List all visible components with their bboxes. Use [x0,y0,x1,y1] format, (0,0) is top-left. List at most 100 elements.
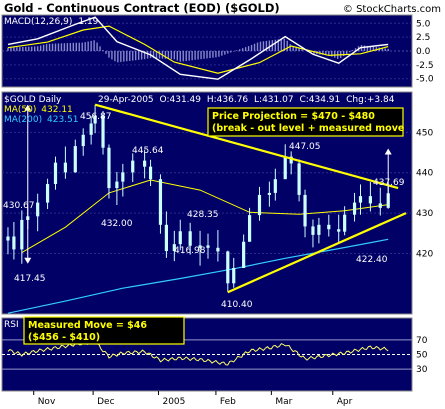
price-bar-body [143,160,147,167]
price-bar-body [63,162,67,173]
price-bar-body [289,156,293,164]
quote-high: H:436.76 [207,95,249,105]
price-bar-body [73,146,77,173]
price-bar-body [283,156,287,180]
price-bar-body [232,267,236,284]
price-bar-body [172,244,176,252]
price-bar-body [273,179,277,193]
x-axis-label: Dec [97,397,114,407]
measured-move-arrow-head-bottom [24,257,32,264]
label-432-00: 432.00 [101,219,133,229]
measured-move-line-1: Measured Move = $46 [28,320,147,331]
price-bar-body [12,236,16,250]
price-tick-label: 420 [416,249,433,259]
price-bar-body [107,147,111,189]
price-bar-body [226,251,230,284]
label-417-45: 417.45 [14,274,46,284]
price-bar-body [337,229,341,232]
price-bar-body [343,214,347,232]
macd-tick-label: 0.0 [416,47,431,57]
measured-move-arrow-head-top [24,104,32,111]
ma50-legend-label: MA(50) [4,105,36,115]
label-445-64: 445.64 [132,146,164,156]
projection-arrow-head [384,148,392,155]
label-410-40: 410.40 [221,300,253,310]
quote-date: 29-Apr-2005 [98,95,154,105]
ma50-legend-value: 432.11 [41,105,73,115]
price-bar-body [297,163,301,195]
label-437-69: 437.69 [373,178,405,188]
price-bar-body [6,236,10,241]
price-bars [6,104,390,293]
x-axis-label: 2005 [162,397,185,407]
rsi-label: RSI [4,320,19,330]
ma200-line [7,238,389,314]
macd-tick-label: -2.5 [416,61,434,71]
price-bar-body [45,184,50,203]
macd-label: MACD(12,26,9) 1.19 [4,17,99,27]
price-bar-body [121,172,125,182]
price-bar-body [257,194,262,216]
price-bar-body [368,196,372,204]
price-annotations: 456.87 445.64 432.00 428.35 416.98 410.4… [3,112,405,310]
price-bar-body [101,115,105,148]
label-447-05: 447.05 [289,142,321,152]
price-bar-body [267,192,271,195]
quote-open: O:431.49 [160,95,202,105]
projection-line-1: Price Projection = $470 - $480 [212,111,375,122]
x-axis-label: Nov [38,397,56,407]
price-bar-body [216,247,220,252]
price-bar-body [164,224,168,252]
rsi-y-ticks: 70 50 30 [416,336,428,375]
price-bar-body [178,231,182,245]
price-bar-body [81,134,85,147]
symbol-label: $GOLD Daily [4,95,62,105]
price-bar-body [188,231,192,246]
label-416-98: 416.98 [174,246,206,256]
price-bar-body [53,162,58,185]
price-bar-body [158,179,163,225]
price-bar-body [242,241,246,268]
price-bar-body [198,245,202,248]
ma200-legend-value: 423.51 [47,115,79,125]
projection-line-2: (break - out level + measured move [212,123,404,134]
price-bar-body [89,123,93,135]
projection-box [207,107,404,137]
quote-change: Chg:+3.84 [346,95,395,105]
rsi-tick-label: 70 [416,336,428,346]
measured-move-box [23,316,185,345]
macd-label-text: MACD(12,26,9) [4,17,72,27]
macd-line [7,16,389,80]
measured-move-line-2: ($456 - $410) [28,332,100,343]
price-bar-body [317,224,321,235]
x-axis-label: Feb [220,397,236,407]
price-bar-body [311,226,315,235]
price-bar-body [303,194,307,227]
quote-low: L:431.07 [254,95,294,105]
quote-line: 29-Apr-2005 O:431.49 H:436.76 L:431.07 C… [98,95,395,105]
price-bar-body [352,202,357,215]
upper-trendline [94,103,399,190]
price-tick-label: 440 [416,169,433,179]
ma50-legend: MA(50) 432.11 [4,105,73,115]
chart-title: Gold - Continuous Contract (EOD) ($GOLD) [4,1,280,15]
label-428-35: 428.35 [187,210,219,220]
macd-tick-label: -5.0 [416,75,434,85]
ma50-line [21,179,389,254]
macd-tick-label: 2.5 [416,33,430,43]
price-tick-label: 430 [416,209,433,219]
price-bar-body [378,203,382,208]
quote-close: C:434.91 [299,95,340,105]
x-axis-label: Mar [275,397,292,407]
credit-text: © StockCharts.com [343,4,441,15]
price-bar-body [148,166,153,180]
price-bar-body [20,219,24,250]
price-bar-body [93,115,97,124]
price-bar-body [358,196,363,203]
macd-label-value: 1.19 [78,17,98,27]
x-axis-labels: Nov Dec 2005 Feb Mar Apr [33,391,353,407]
price-bar-body [327,224,331,230]
price-bar-body [115,181,119,189]
rsi-tick-label: 50 [416,351,428,361]
